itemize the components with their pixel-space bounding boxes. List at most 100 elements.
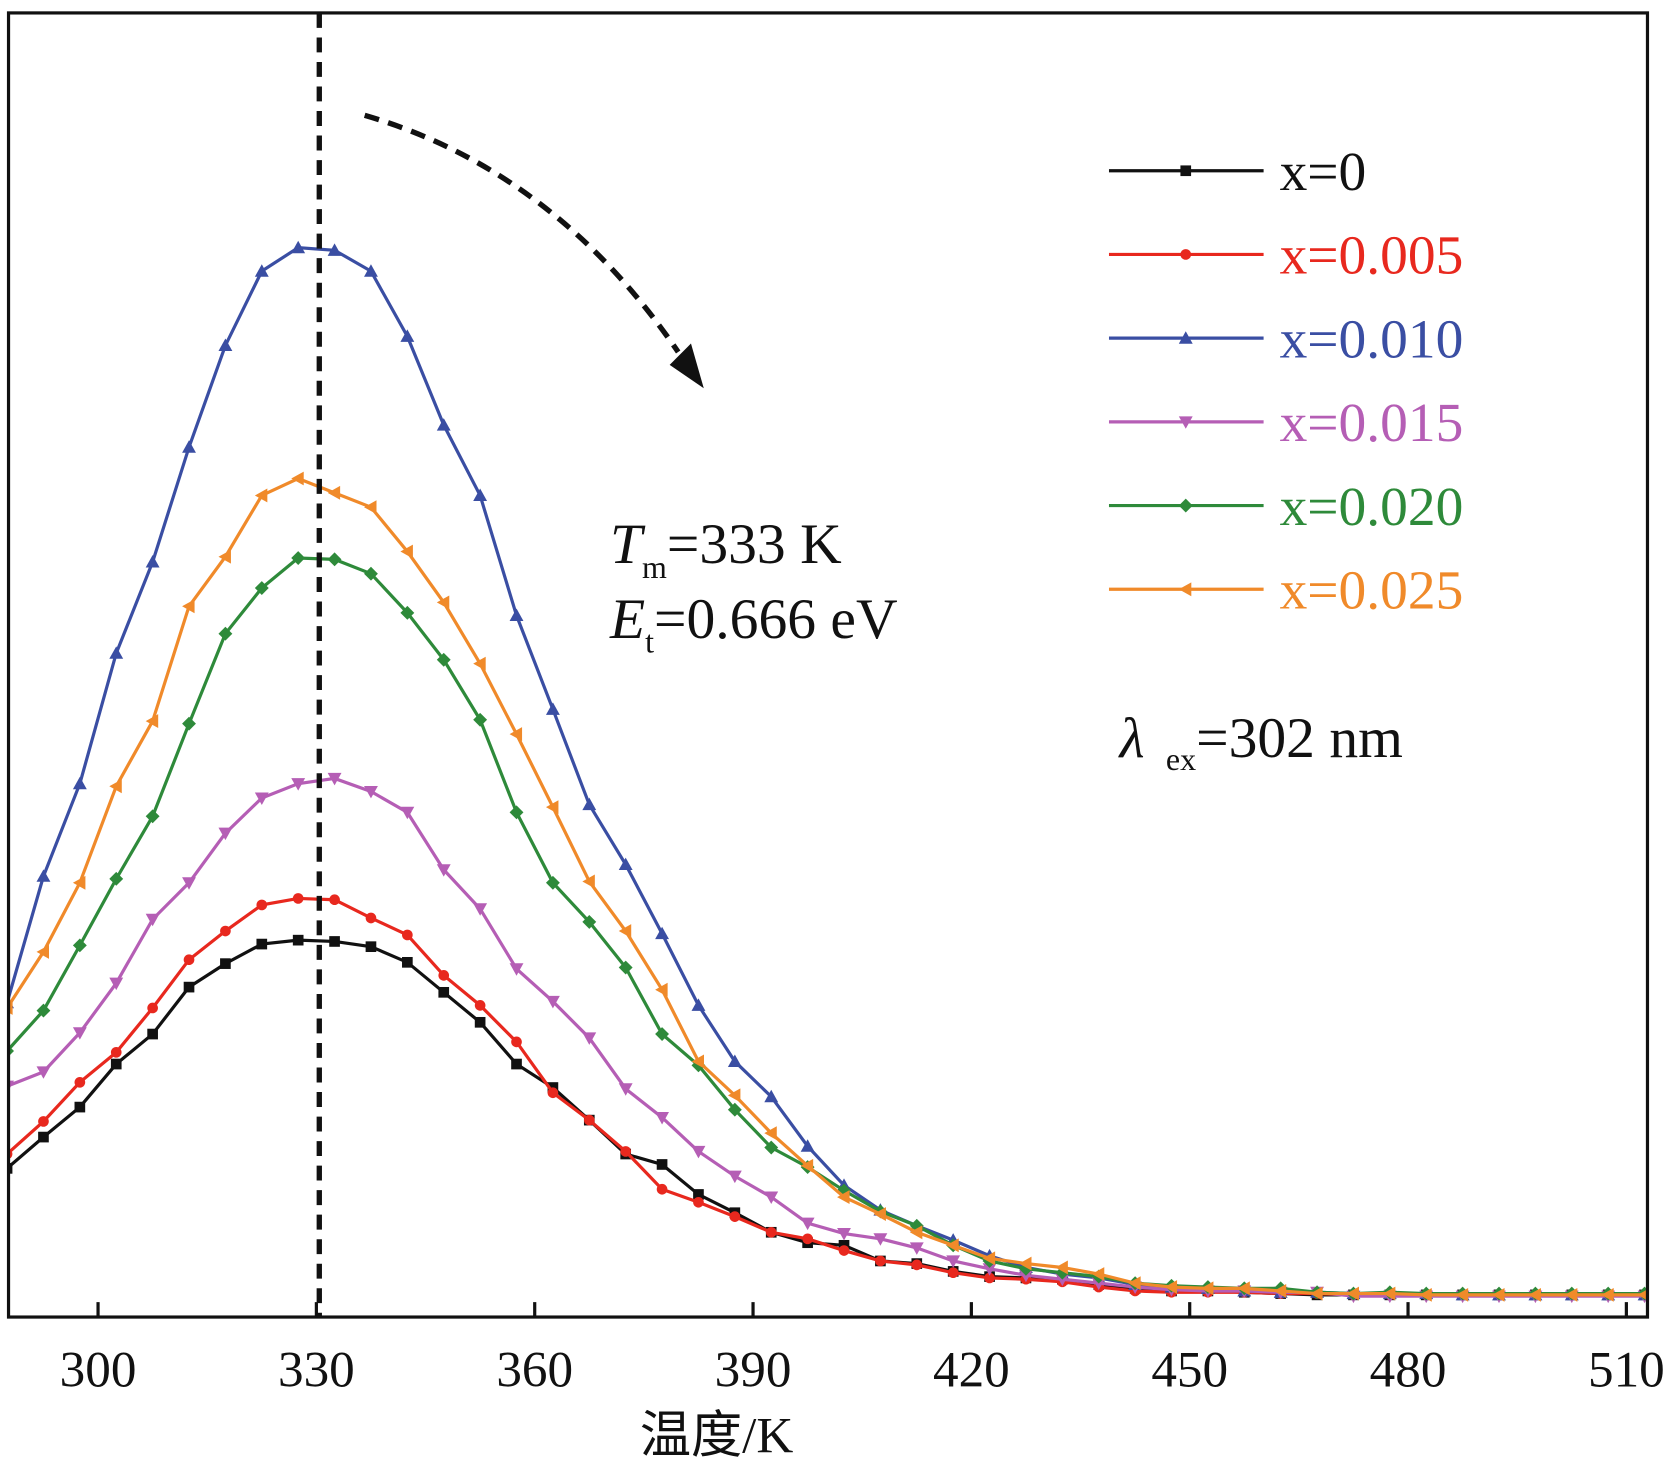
marker — [256, 899, 268, 911]
legend-label: x=0.010 — [1280, 308, 1464, 369]
marker — [982, 1263, 997, 1276]
marker — [764, 1089, 779, 1103]
marker — [618, 1083, 633, 1096]
marker — [765, 1226, 777, 1238]
marker — [873, 1207, 886, 1221]
x-tick-label: 330 — [278, 1341, 355, 1398]
marker — [400, 544, 413, 559]
marker — [727, 1054, 742, 1067]
marker — [984, 1272, 995, 1284]
marker — [256, 938, 268, 950]
marker — [436, 864, 451, 877]
marker — [1601, 1287, 1614, 1302]
marker — [327, 243, 342, 256]
marker — [1200, 1281, 1214, 1296]
marker — [402, 956, 413, 968]
marker — [729, 1211, 741, 1222]
marker — [145, 913, 160, 927]
marker — [655, 1027, 670, 1041]
marker — [582, 914, 597, 929]
marker — [183, 954, 195, 966]
marker — [1637, 1289, 1648, 1301]
marker — [182, 440, 196, 453]
marker — [1055, 1260, 1068, 1275]
marker — [691, 998, 706, 1011]
marker — [511, 1036, 522, 1048]
marker — [147, 1028, 158, 1040]
legend-label: x=0.005 — [1280, 225, 1464, 286]
marker — [1419, 1287, 1432, 1302]
marker — [182, 599, 195, 614]
marker — [110, 1058, 122, 1070]
marker — [1055, 1273, 1070, 1287]
marker — [800, 1139, 815, 1152]
legend-label: x=0.015 — [1280, 392, 1464, 453]
marker — [545, 875, 560, 890]
marker — [329, 894, 340, 906]
marker — [764, 1191, 779, 1204]
marker — [36, 1066, 51, 1079]
marker — [402, 929, 413, 941]
marker — [109, 779, 122, 794]
marker — [474, 1000, 486, 1011]
marker — [473, 712, 488, 727]
marker — [911, 1259, 923, 1271]
marker — [218, 338, 233, 352]
marker — [582, 874, 595, 889]
marker — [254, 792, 269, 805]
marker — [473, 656, 486, 671]
x-tick-label: 360 — [496, 1341, 573, 1398]
marker — [327, 772, 342, 786]
tm-rest: =333 K — [667, 513, 842, 576]
marker — [509, 727, 523, 742]
marker — [1528, 1287, 1541, 1302]
marker — [365, 941, 377, 953]
marker — [1019, 1269, 1033, 1283]
marker — [292, 893, 304, 904]
series-line — [8, 938, 1645, 1297]
marker — [182, 716, 196, 731]
marker — [436, 595, 450, 610]
marker — [364, 264, 378, 277]
marker — [509, 805, 524, 820]
marker — [909, 1242, 924, 1255]
x-axis-label: 温度/K — [640, 1407, 794, 1459]
marker — [327, 485, 341, 500]
marker — [365, 912, 377, 924]
marker — [873, 1233, 888, 1246]
marker — [691, 1054, 705, 1069]
marker — [946, 1238, 959, 1253]
arrow-head — [669, 343, 704, 389]
x-tick-label: 300 — [60, 1341, 137, 1398]
marker — [1180, 249, 1192, 260]
marker — [220, 925, 231, 937]
marker — [1091, 1267, 1105, 1281]
marker — [473, 488, 488, 501]
marker — [727, 1088, 741, 1103]
marker — [509, 963, 524, 976]
marker — [291, 551, 306, 565]
marker — [545, 800, 559, 815]
marker — [618, 857, 633, 871]
marker — [327, 552, 342, 567]
marker — [1382, 1286, 1396, 1301]
marker — [218, 827, 233, 841]
marker — [655, 982, 668, 997]
marker — [620, 1146, 632, 1157]
marker — [254, 581, 269, 595]
marker — [1178, 582, 1192, 597]
lambda-sub: ex — [1166, 742, 1196, 777]
marker — [147, 1002, 158, 1014]
marker — [436, 418, 451, 431]
marker — [364, 500, 377, 515]
marker — [655, 926, 670, 940]
x-tick-label: 390 — [715, 1341, 792, 1398]
marker — [875, 1255, 886, 1267]
marker — [254, 488, 268, 503]
marker — [400, 329, 415, 342]
marker — [74, 1101, 86, 1113]
marker — [618, 960, 633, 975]
marker — [473, 903, 488, 916]
marker — [218, 549, 231, 564]
marker — [8, 1001, 13, 1015]
